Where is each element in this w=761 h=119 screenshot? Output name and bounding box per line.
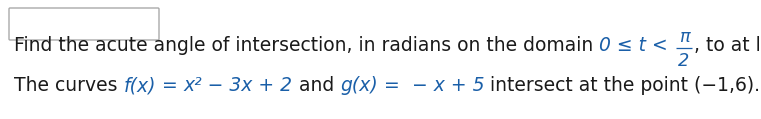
Text: g(x): g(x)	[340, 76, 377, 95]
Text: The curves: The curves	[14, 76, 123, 95]
Text: 0 ≤ t <: 0 ≤ t <	[599, 36, 674, 55]
FancyBboxPatch shape	[9, 8, 159, 40]
Text: =: =	[156, 76, 183, 95]
Text: =: =	[377, 76, 406, 95]
Text: and: and	[293, 76, 340, 95]
Text: x² − 3x + 2: x² − 3x + 2	[183, 76, 293, 95]
Text: 2: 2	[678, 52, 689, 70]
Text: intersect at the point (−1,6).: intersect at the point (−1,6).	[484, 76, 760, 95]
Text: f(x): f(x)	[123, 76, 156, 95]
Text: π: π	[679, 28, 689, 46]
Text: , to at least two decimal places.: , to at least two decimal places.	[693, 36, 761, 55]
Text: − x + 5: − x + 5	[406, 76, 484, 95]
Text: Find the acute angle of intersection, in radians on the domain: Find the acute angle of intersection, in…	[14, 36, 599, 55]
